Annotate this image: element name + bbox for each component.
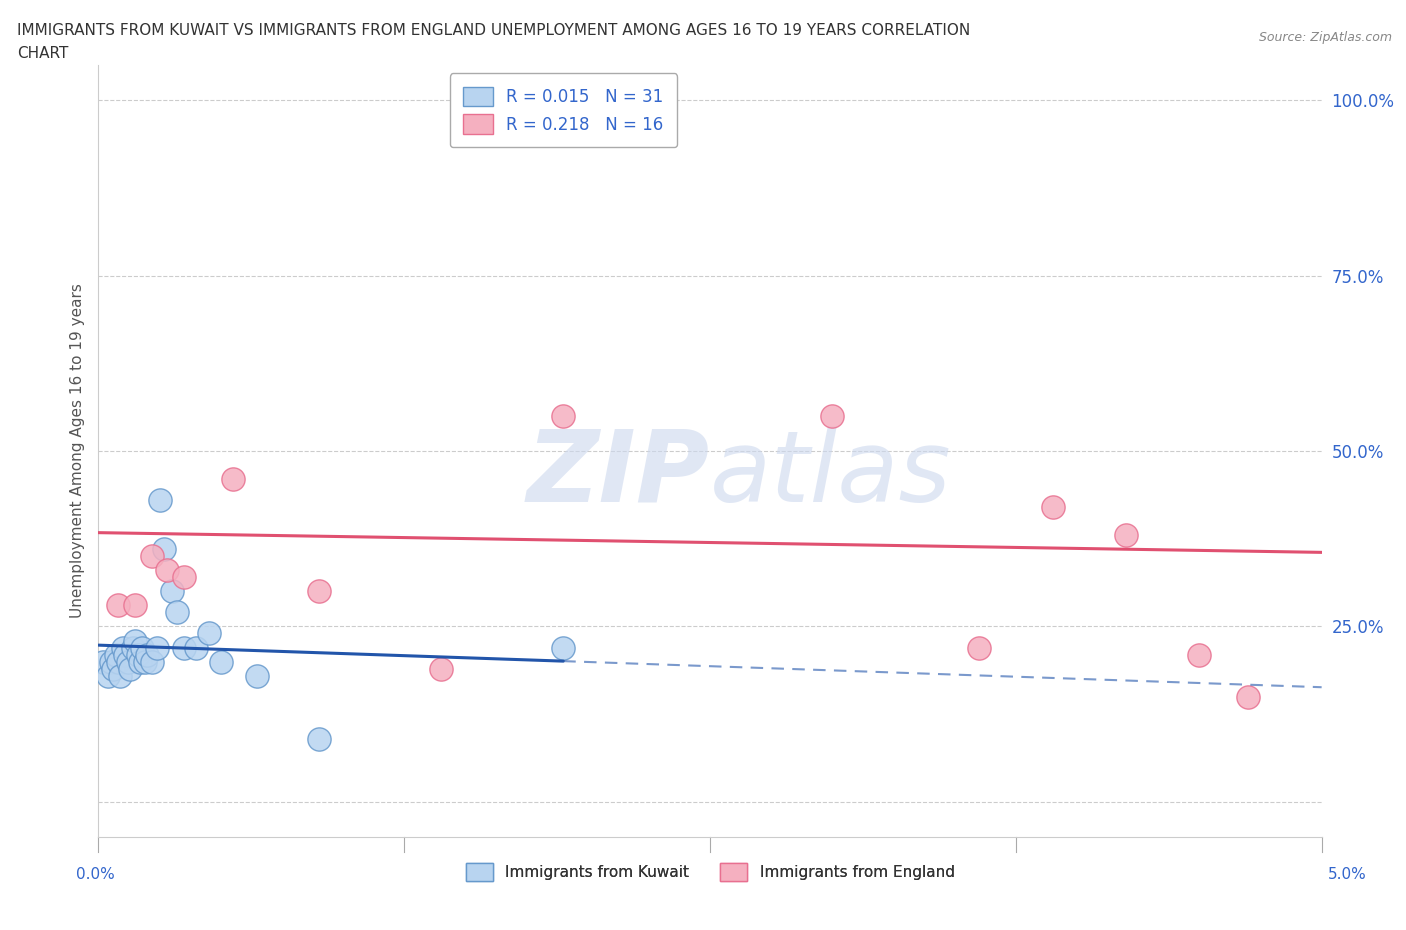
Point	[141, 654, 163, 669]
Point	[1237, 689, 1260, 704]
Point	[124, 633, 146, 648]
Point	[160, 584, 183, 599]
Point	[1042, 499, 1064, 514]
Text: Source: ZipAtlas.com: Source: ZipAtlas.com	[1258, 31, 1392, 44]
Point	[104, 647, 127, 662]
Point	[186, 640, 208, 655]
Text: 0.0%: 0.0%	[76, 867, 115, 882]
Point	[173, 640, 195, 655]
Point	[127, 647, 149, 662]
Point	[110, 668, 132, 683]
Point	[107, 598, 129, 613]
Point	[131, 640, 153, 655]
Point	[101, 661, 124, 676]
Text: IMMIGRANTS FROM KUWAIT VS IMMIGRANTS FROM ENGLAND UNEMPLOYMENT AMONG AGES 16 TO : IMMIGRANTS FROM KUWAIT VS IMMIGRANTS FRO…	[17, 23, 970, 38]
Text: CHART: CHART	[17, 46, 69, 61]
Point	[114, 647, 136, 662]
Point	[107, 654, 129, 669]
Point	[197, 626, 219, 641]
Point	[821, 408, 844, 423]
Point	[1115, 528, 1137, 543]
Point	[967, 640, 990, 655]
Point	[97, 668, 120, 683]
Point	[1188, 647, 1211, 662]
Legend: Immigrants from Kuwait, Immigrants from England: Immigrants from Kuwait, Immigrants from …	[460, 857, 960, 887]
Point	[153, 542, 176, 557]
Point	[308, 731, 330, 746]
Point	[222, 472, 245, 486]
Text: ZIP: ZIP	[527, 426, 710, 523]
Point	[149, 493, 172, 508]
Point	[124, 598, 146, 613]
Point	[136, 647, 159, 662]
Point	[117, 654, 139, 669]
Point	[430, 661, 453, 676]
Text: atlas: atlas	[710, 426, 952, 523]
Point	[146, 640, 169, 655]
Point	[134, 654, 156, 669]
Point	[156, 563, 179, 578]
Text: 5.0%: 5.0%	[1327, 867, 1367, 882]
Point	[100, 654, 122, 669]
Point	[626, 113, 648, 128]
Point	[166, 605, 188, 620]
Point	[120, 661, 142, 676]
Y-axis label: Unemployment Among Ages 16 to 19 years: Unemployment Among Ages 16 to 19 years	[69, 284, 84, 618]
Point	[91, 654, 114, 669]
Point	[111, 640, 134, 655]
Point	[553, 408, 575, 423]
Point	[308, 584, 330, 599]
Point	[173, 570, 195, 585]
Point	[209, 654, 232, 669]
Point	[129, 654, 152, 669]
Point	[246, 668, 269, 683]
Point	[121, 640, 143, 655]
Point	[141, 549, 163, 564]
Point	[553, 640, 575, 655]
